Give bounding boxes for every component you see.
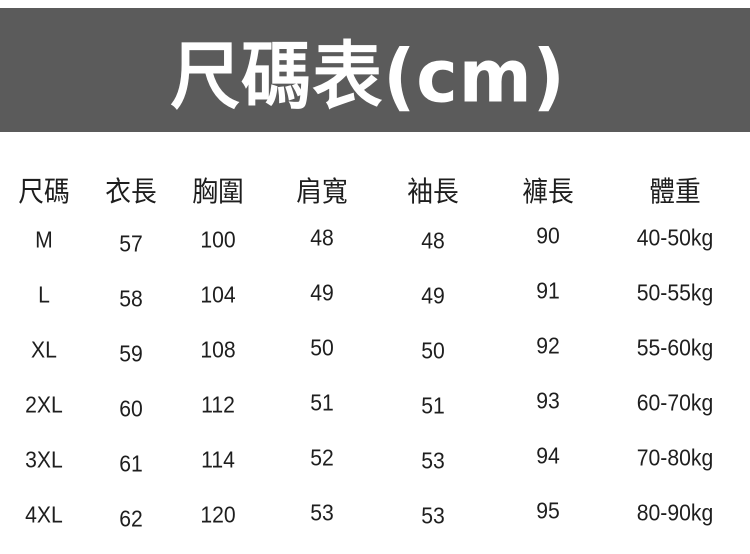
table-cell: 53 [421, 447, 445, 474]
column-header: 衣長 [105, 175, 157, 208]
title-banner: 尺碼表(cm) [0, 8, 750, 132]
table-cell: 104 [200, 281, 236, 308]
column-header: 胸圍 [192, 175, 244, 208]
table-cell: 48 [310, 224, 334, 251]
table-cell: 52 [310, 444, 334, 471]
table-cell: 95 [536, 497, 560, 524]
table-cell: M [35, 226, 53, 253]
table-cell: 57 [119, 230, 143, 257]
column-header: 褲長 [522, 175, 574, 208]
table-cell: 114 [201, 446, 235, 473]
table-cell: 50-55kg [636, 279, 714, 306]
table-cell: 60 [119, 395, 143, 422]
table-cell: 51 [310, 389, 334, 416]
table-cell: 80-90kg [636, 499, 714, 526]
table-cell: 40-50kg [636, 224, 714, 251]
table-cell: 53 [421, 502, 445, 529]
table-cell: L [38, 281, 50, 308]
table-cell: 91 [536, 277, 560, 304]
table-cell: 93 [536, 387, 560, 414]
table-cell: 49 [421, 282, 445, 309]
table-cell: 53 [310, 499, 334, 526]
table-cell: XL [31, 336, 57, 363]
table-cell: 70-80kg [636, 444, 714, 471]
table-cell: 62 [119, 505, 143, 532]
table-cell: 4XL [25, 501, 63, 528]
table-cell: 49 [310, 279, 334, 306]
table-cell: 92 [536, 332, 560, 359]
table-cell: 94 [536, 442, 560, 469]
column-header: 尺碼 [18, 175, 70, 208]
table-cell: 58 [119, 285, 143, 312]
table-cell: 120 [200, 501, 236, 528]
column-header: 袖長 [407, 175, 459, 208]
column-header: 體重 [649, 175, 701, 208]
table-cell: 55-60kg [636, 334, 714, 361]
table-cell: 50 [310, 334, 334, 361]
table-cell: 51 [421, 392, 445, 419]
table-cell: 61 [119, 450, 143, 477]
table-cell: 59 [119, 340, 143, 367]
page-title: 尺碼表(cm) [170, 32, 566, 119]
table-cell: 3XL [25, 446, 63, 473]
table-cell: 48 [421, 227, 445, 254]
table-cell: 90 [536, 222, 560, 249]
table-cell: 108 [200, 336, 236, 363]
table-cell: 112 [201, 391, 235, 418]
table-cell: 60-70kg [636, 389, 714, 416]
table-cell: 100 [200, 226, 236, 253]
column-header: 肩寬 [296, 175, 348, 208]
table-cell: 2XL [25, 391, 63, 418]
table-cell: 50 [421, 337, 445, 364]
